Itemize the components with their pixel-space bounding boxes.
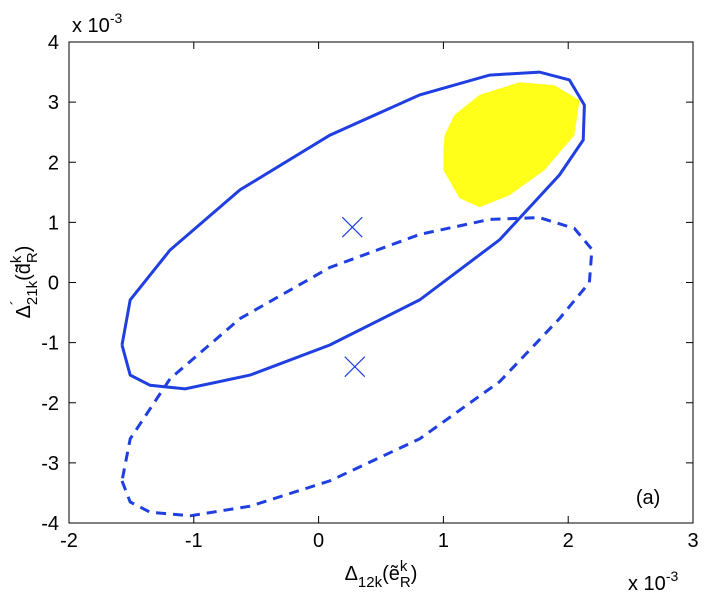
y-tick-label: 1 (48, 212, 59, 234)
y-tick-label: 3 (48, 92, 59, 114)
ellipse-curve (120, 70, 586, 391)
y-tick-label: -3 (41, 453, 59, 475)
multiplier-exponent: -3 (110, 10, 123, 26)
label-part: Δ (345, 563, 358, 585)
x-tick-label: 3 (687, 530, 698, 552)
axis-multiplier: x 10-3 (72, 10, 122, 37)
cross-marker (341, 216, 363, 238)
label-part: Δ (13, 305, 35, 318)
label-part: k (400, 558, 408, 575)
label-part: 12k (358, 574, 383, 591)
label-part: (d̃ (13, 263, 35, 281)
multiplier-exponent: -3 (666, 568, 679, 584)
x-tick-label: 1 (438, 530, 449, 552)
x-axis-label: Δ12k(ẽk R) (345, 558, 418, 591)
y-tick-label: -1 (41, 333, 59, 355)
x-tick-label: -1 (185, 530, 203, 552)
axis-multiplier: x 10-3 (628, 568, 678, 595)
label-part: R (400, 574, 411, 591)
multiplier-base: x 10 (72, 15, 110, 37)
label-part: 21k (24, 280, 41, 305)
x-tick-label: -2 (60, 530, 78, 552)
label-part: R (24, 252, 41, 263)
filled-region (443, 82, 580, 208)
y-tick-label: -2 (41, 393, 59, 415)
plot-area (69, 42, 693, 523)
label-part: ) (13, 246, 35, 253)
x-tick-label: 0 (313, 530, 324, 552)
label-part: k (8, 255, 25, 263)
ellipse-curve (120, 216, 594, 518)
y-tick-label: 4 (48, 32, 59, 54)
y-tick-label: 0 (48, 273, 59, 295)
label-part: ´ (8, 300, 25, 305)
y-tick-label: 2 (48, 152, 59, 174)
x-tick-label: 2 (563, 530, 574, 552)
y-tick-label: -4 (41, 513, 59, 535)
multiplier-base: x 10 (628, 573, 666, 595)
label-part: ) (411, 563, 418, 585)
cross-marker (344, 356, 366, 378)
y-axis-label: Δ´21k(d̃kR) (8, 246, 41, 319)
annotation: (a) (636, 487, 660, 509)
label-part: (ẽ (382, 563, 400, 585)
